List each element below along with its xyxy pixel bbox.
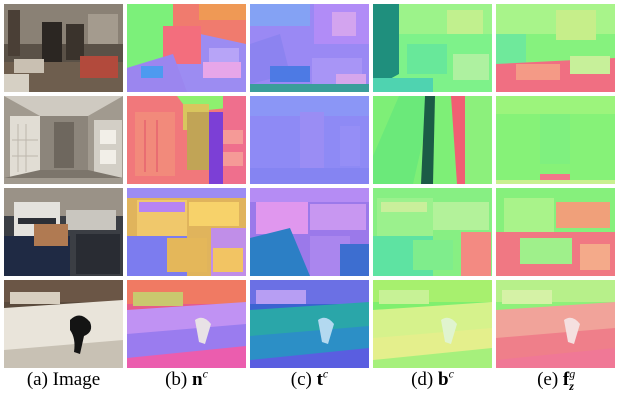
caption-prefix: (c) [290,369,312,390]
tangent-bedroom [250,280,369,368]
bitangent-bedroom [373,280,492,368]
bitangent-hallway [373,96,492,184]
caption-bitangent: (d) bc [373,366,492,391]
caption-row: (a) Image (b) nc (c) tc (d) bc (e) fgz [4,366,615,397]
caption-superscript: c [322,366,329,381]
caption-superscript: c [448,366,454,381]
caption-prefix: (d) [411,369,434,390]
caption-symbol: t [316,369,323,390]
caption-tangent: (c) tc [250,366,369,391]
figure-grid [4,4,615,368]
normal-hallway [127,96,246,184]
image-office [4,188,123,276]
caption-symbol: n [192,369,203,390]
fz-hallway [496,96,615,184]
figure-row-bedroom [4,280,615,368]
figure-row-office [4,188,615,276]
figure-row-living-room [4,4,615,92]
normal-living-room [127,4,246,92]
fz-bedroom [496,280,615,368]
caption-superscript: g [569,366,576,381]
tangent-hallway [250,96,369,184]
caption-normal: (b) nc [127,366,246,391]
caption-fz: (e) fgz [496,366,615,393]
image-bedroom [4,280,123,368]
caption-symbol: Image [52,369,101,390]
caption-symbol: b [438,369,449,390]
tangent-living-room [250,4,369,92]
normal-office [127,188,246,276]
fz-office [496,188,615,276]
image-living-room [4,4,123,92]
tangent-office [250,188,369,276]
caption-prefix: (b) [165,369,188,390]
bitangent-living-room [373,4,492,92]
bitangent-office [373,188,492,276]
caption-prefix: (e) [537,369,559,390]
caption-image: (a) Image [4,369,123,391]
fz-living-room [496,4,615,92]
image-hallway [4,96,123,184]
caption-superscript: c [202,366,208,381]
caption-symbol: f [562,369,570,390]
caption-prefix: (a) [26,369,48,390]
caption-subscript: z [569,378,574,393]
normal-bedroom [127,280,246,368]
figure-row-hallway [4,96,615,184]
